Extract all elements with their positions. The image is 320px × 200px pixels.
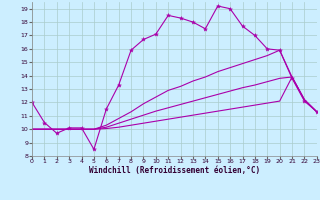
X-axis label: Windchill (Refroidissement éolien,°C): Windchill (Refroidissement éolien,°C) xyxy=(89,166,260,175)
